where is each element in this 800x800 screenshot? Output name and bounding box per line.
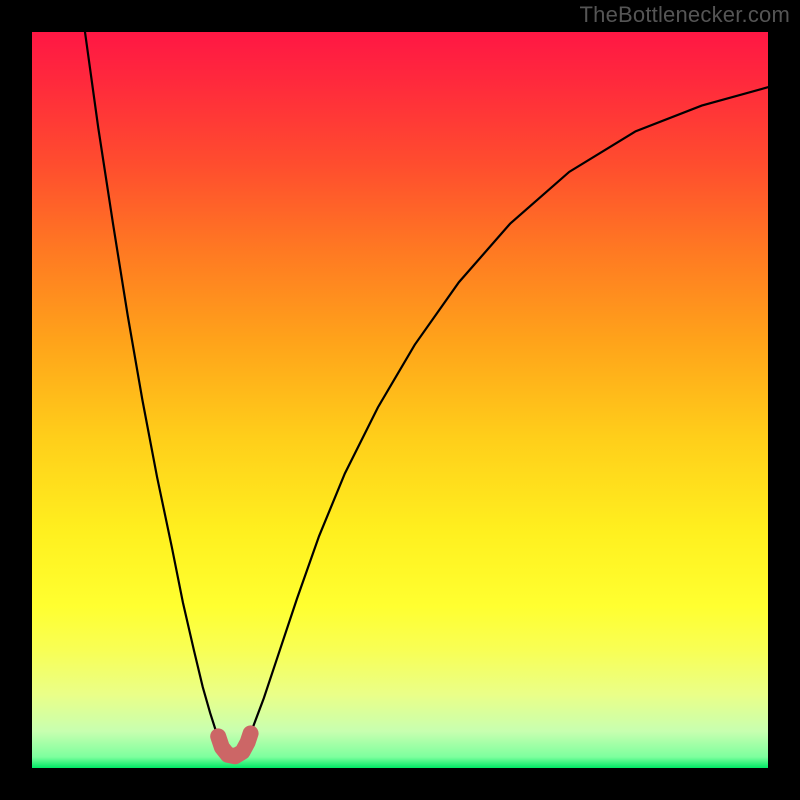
chart-root: TheBottlenecker.com bbox=[0, 0, 800, 800]
curve-left-branch bbox=[85, 32, 221, 744]
curve-right-branch bbox=[245, 87, 768, 744]
curve-overlay bbox=[0, 0, 800, 800]
dip-marker bbox=[218, 733, 250, 756]
